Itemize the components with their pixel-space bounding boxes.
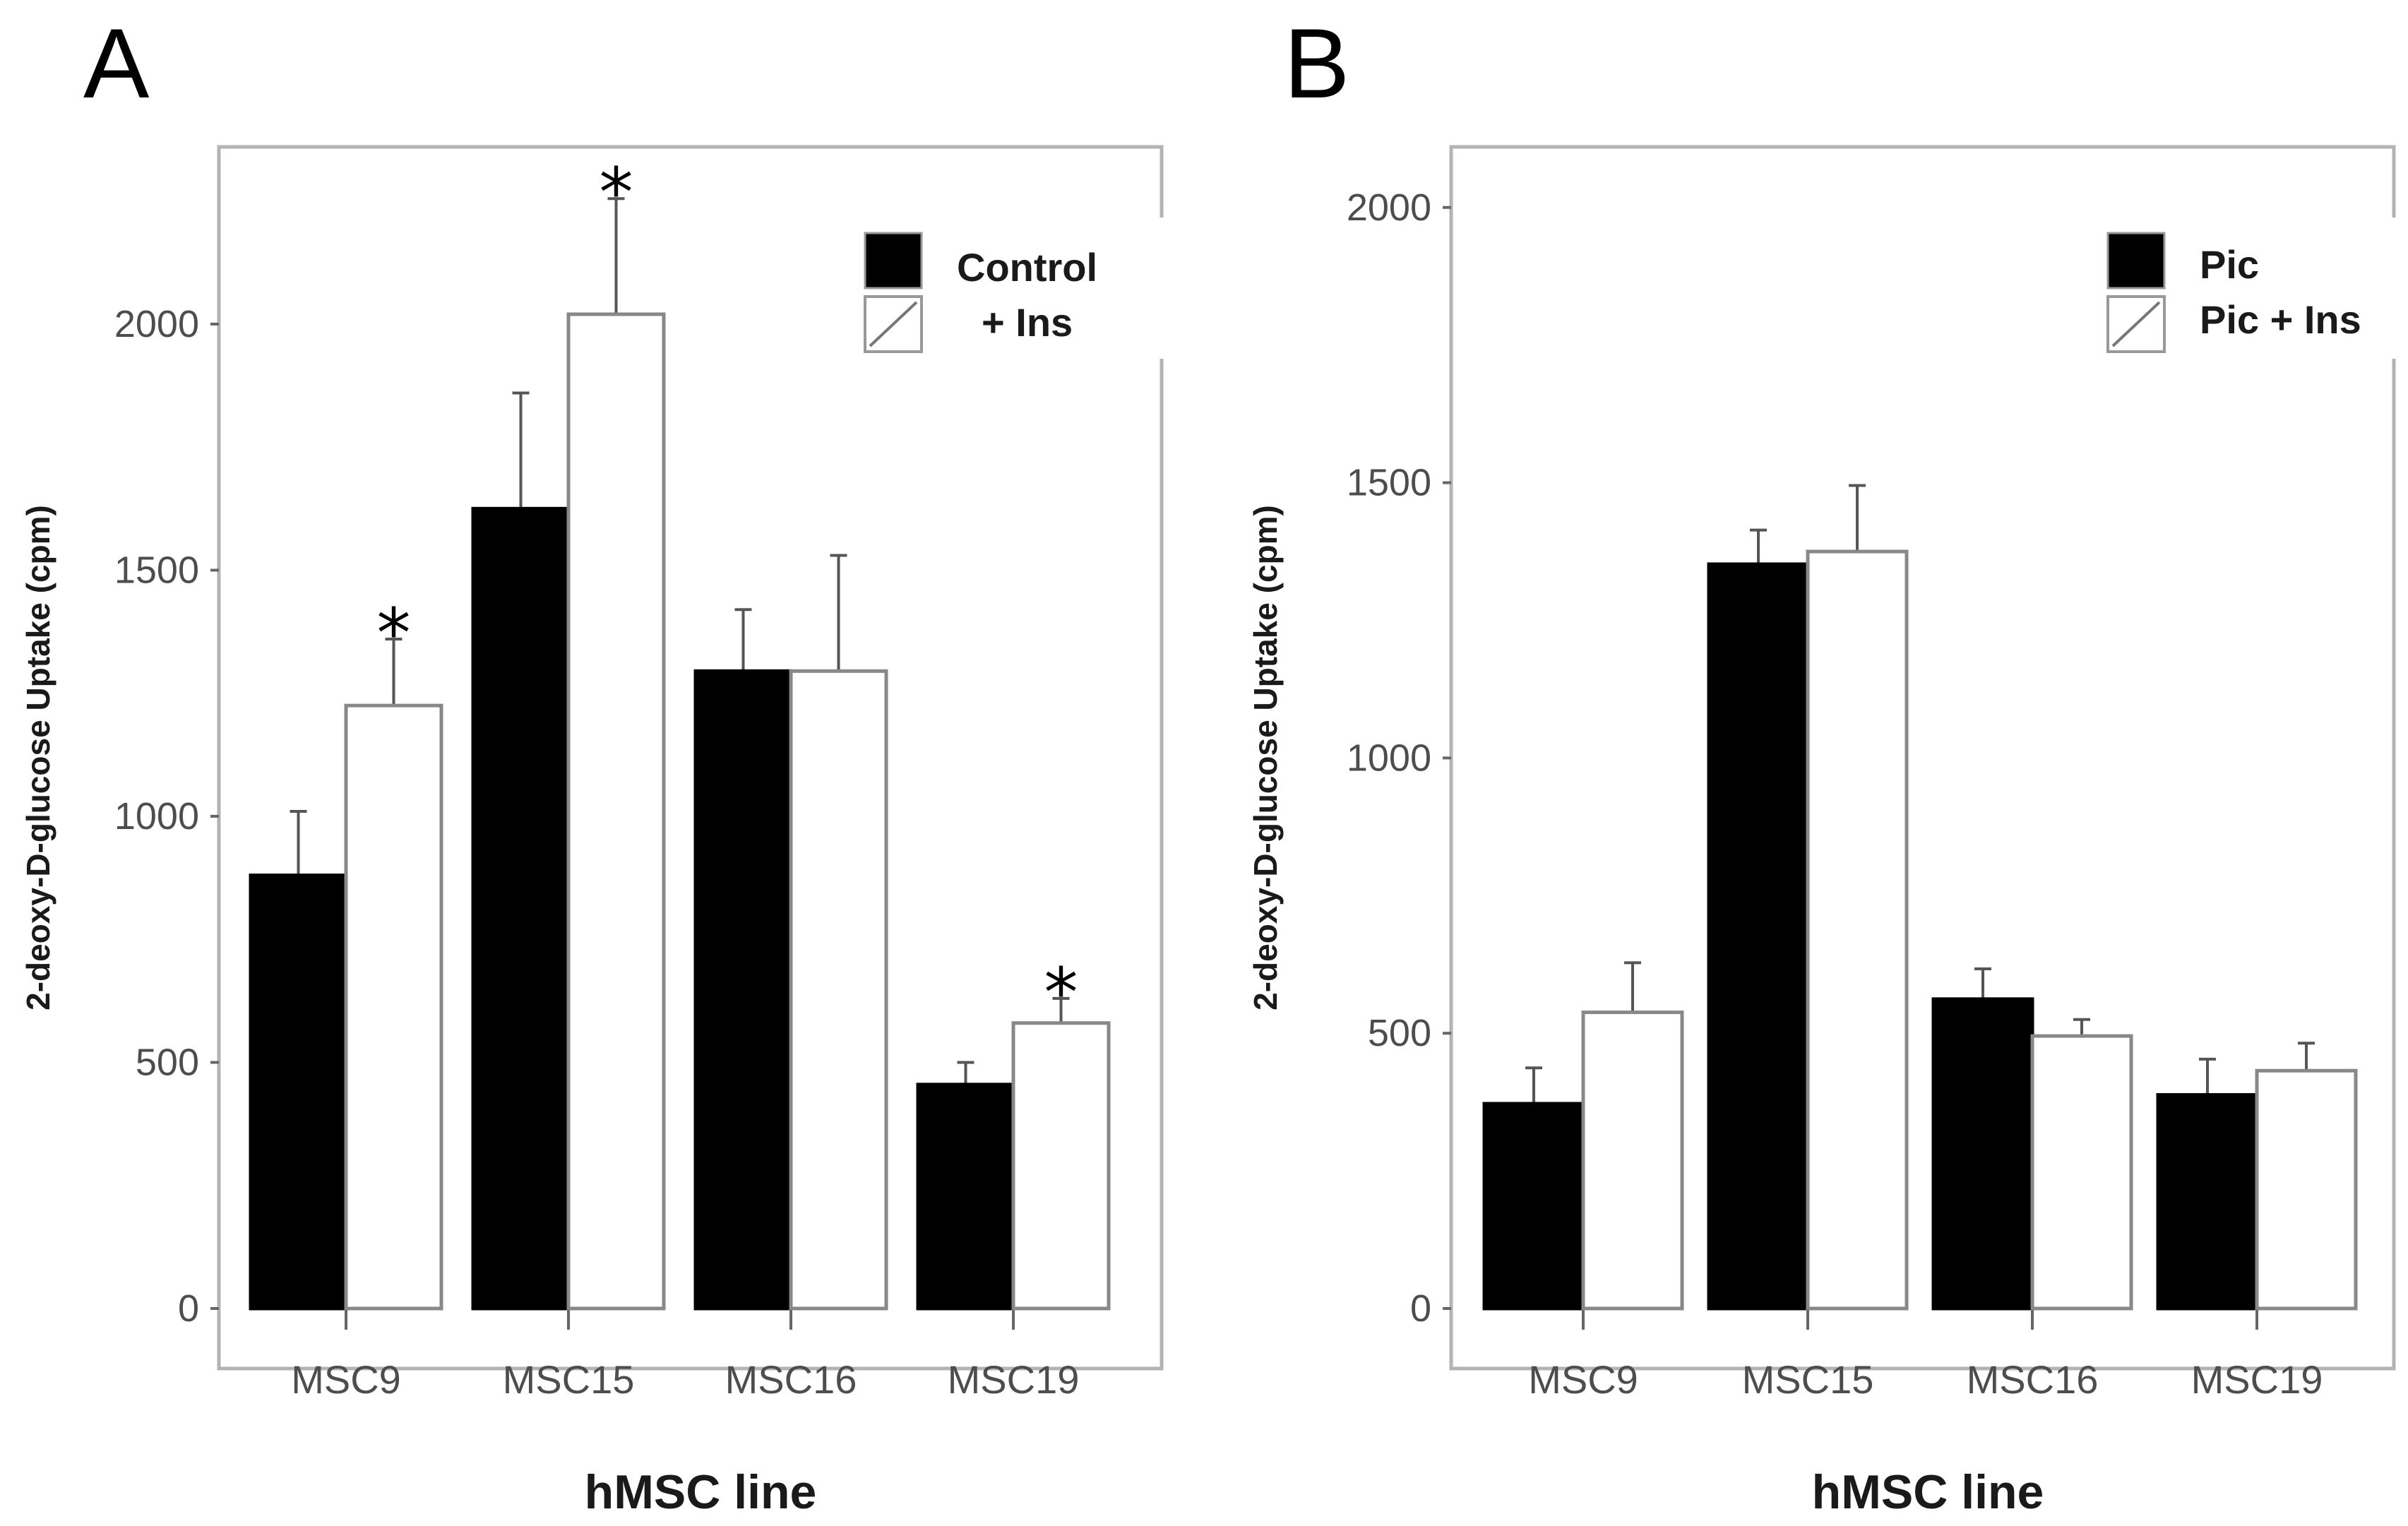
legend-swatch-insulin-slash [869, 301, 918, 347]
panel-b-y-axis-title: 2-deoxy-D-glucose Uptake (cpm) [1247, 505, 1284, 1011]
legend-label-pic-insulin: Pic + Ins [2200, 297, 2361, 342]
bar-pic-msc16 [1931, 997, 2034, 1311]
bar--ins-msc16 [789, 669, 888, 1311]
bar--ins-msc19 [1011, 1021, 1111, 1311]
x-tick-label: MSC9 [1528, 1357, 1638, 1402]
panel-a-y-axis-title: 2-deoxy-D-glucose Uptake (cpm) [20, 505, 56, 1011]
y-tick-label: 0 [178, 1287, 199, 1330]
panel-a-x-axis-title: hMSC line [585, 1465, 817, 1519]
y-tick-label: 500 [1368, 1012, 1431, 1054]
y-tick-label: 1000 [1347, 737, 1431, 779]
y-tick-label: 0 [1410, 1287, 1431, 1330]
bar-pic-msc19 [2156, 1093, 2259, 1311]
x-tick-label: MSC15 [1742, 1357, 1874, 1402]
x-tick-label: MSC15 [503, 1357, 635, 1402]
significance-marker: * [377, 594, 411, 673]
legend-label-pic: Pic [2200, 242, 2259, 287]
legend-swatch-pic [2106, 232, 2166, 290]
panel-b-x-axis-title: hMSC line [1812, 1465, 2044, 1519]
panel-b: B 0 500 1000 1500 2000 MSC9 MSC15 MSC16 MSC19 2… [1247, 8, 2401, 1519]
panel-b-x-ticks: MSC9 MSC15 MSC16 MSC19 [1528, 1310, 2323, 1402]
x-tick-label: MSC19 [948, 1357, 1080, 1402]
legend-label-insulin: + Ins [982, 300, 1073, 345]
panel-a-frame [217, 145, 1164, 1371]
y-tick-label: 500 [136, 1041, 199, 1083]
bar-pic-msc9 [1482, 1102, 1585, 1311]
bar-control-msc19 [916, 1083, 1015, 1311]
bar-pic-ins-msc19 [2255, 1068, 2358, 1311]
bar-pic-ins-msc16 [2030, 1034, 2133, 1311]
panel-a-y-ticks: 0 500 1000 1500 2000 [114, 303, 219, 1330]
bar-pic-ins-msc15 [1806, 549, 1909, 1311]
significance-marker: * [600, 153, 633, 232]
bar--ins-msc9 [344, 703, 443, 1311]
y-tick-label: 1500 [114, 549, 199, 591]
panel-a-legend: Control + Ins [854, 217, 1165, 359]
panel-a-bars: * * * [249, 153, 1111, 1311]
panel-a-letter: A [83, 8, 150, 119]
legend-swatch-pic-insulin-slash [2111, 301, 2161, 347]
y-tick-label: 1000 [114, 795, 199, 837]
x-tick-label: MSC9 [291, 1357, 401, 1402]
y-tick-label: 2000 [114, 303, 199, 345]
x-tick-label: MSC19 [2191, 1357, 2323, 1402]
panel-b-y-ticks: 0 500 1000 1500 2000 [1347, 186, 1451, 1330]
panel-b-bars [1482, 484, 2358, 1311]
y-tick-label: 2000 [1347, 186, 1431, 229]
bar-control-msc15 [471, 506, 571, 1311]
panel-b-letter: B [1284, 8, 1349, 119]
bar--ins-msc15 [566, 312, 666, 1311]
panel-b-legend: Pic Pic + Ins [2090, 217, 2401, 359]
x-tick-label: MSC16 [1967, 1357, 2099, 1402]
bar-control-msc16 [693, 669, 793, 1311]
legend-swatch-control [864, 232, 923, 290]
y-tick-label: 1500 [1347, 462, 1431, 504]
x-tick-label: MSC16 [725, 1357, 857, 1402]
panel-a-x-ticks: MSC9 MSC15 MSC16 MSC19 [291, 1310, 1079, 1402]
significance-marker: * [1044, 953, 1078, 1032]
legend-label-control: Control [957, 245, 1097, 290]
bar-pic-ins-msc9 [1581, 1011, 1684, 1311]
bar-control-msc9 [249, 874, 348, 1311]
bar-pic-msc15 [1707, 562, 1810, 1311]
